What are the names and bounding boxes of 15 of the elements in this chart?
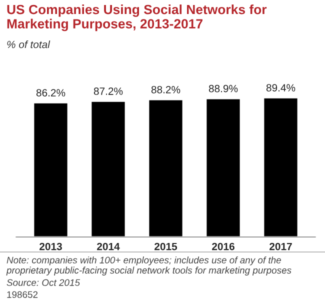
chart-title: US Companies Using Social Networks for Marketing Purposes, 2013-2017 — [7, 4, 267, 32]
text: 198652 — [7, 291, 38, 298]
x-tick-label: 2017 — [270, 242, 292, 250]
x-tick-label: 2013 — [40, 242, 62, 250]
source-note: Source: Oct 2015 — [6, 279, 80, 286]
x-tick-label: 2014 — [97, 242, 120, 250]
data-label: 88.9% — [208, 84, 238, 92]
data-label: 87.2% — [94, 88, 123, 95]
text: Note: companies with 100+ employees; includes use of any of the proprietary public-facing social network tools for marketing purposes — [6, 256, 292, 276]
x-tick-label: 2016 — [212, 242, 234, 250]
data-label: 88.2% — [151, 86, 180, 94]
chart-subtitle: % of total — [7, 40, 50, 48]
data-label: 89.4% — [266, 84, 296, 92]
data-label: 86.2% — [36, 89, 66, 96]
x-tick-label: 2015 — [154, 242, 178, 250]
